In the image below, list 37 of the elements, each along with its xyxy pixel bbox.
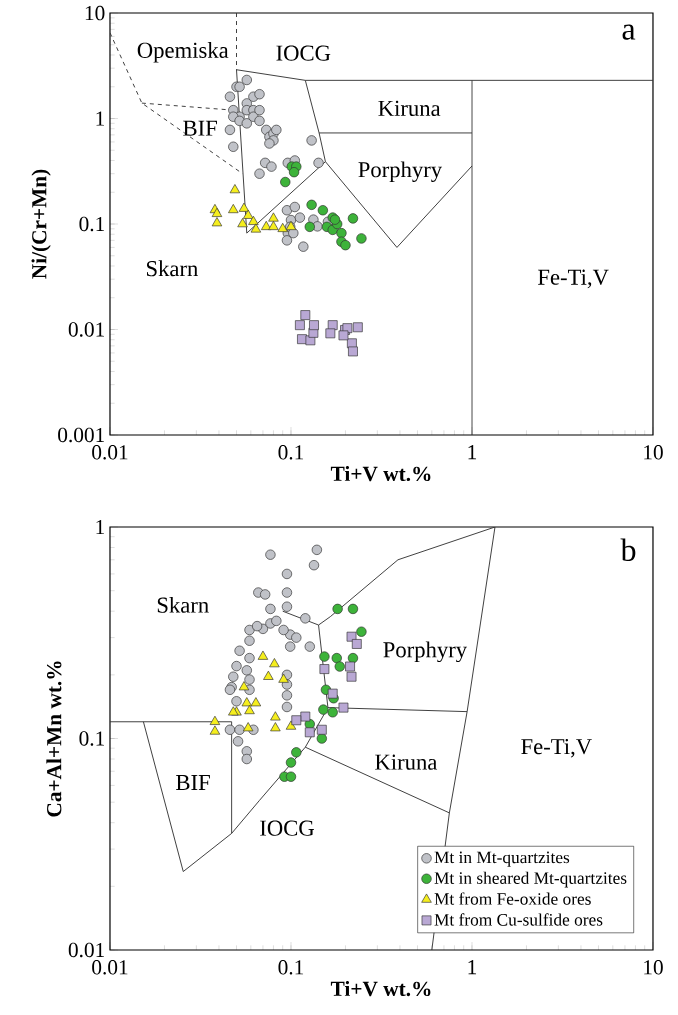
chart-title: a [622, 24, 636, 40]
y-tick-label: 10 [85, 5, 105, 21]
x-tick-label: 1 [468, 960, 477, 975]
annotation: BIF [176, 775, 210, 790]
y-tick-label: 0.1 [79, 731, 104, 746]
x-tick-label: 10 [644, 960, 663, 975]
y-axis-title: Ca+Al+Mn wt.% [46, 661, 62, 817]
legend-label: Mt from Fe-oxide ores [434, 892, 591, 905]
legend-label: Mt in Mt-quartzites [434, 851, 570, 867]
annotation: IOCG [276, 45, 331, 61]
y-tick-label: 0.01 [68, 942, 104, 958]
annotation: Kiruna [375, 754, 438, 770]
y-tick-label: 0.01 [68, 322, 104, 337]
chart-title: b [620, 538, 636, 562]
x-tick-label: 0.1 [278, 960, 304, 975]
legend-label: Mt in sheared Mt-quartzites [434, 871, 627, 888]
x-axis-title: Ti+V wt.% [330, 466, 431, 482]
annotation: Fe-Ti,V [538, 269, 609, 289]
annotation: IOCG [260, 820, 314, 836]
y-axis-title: Ni/(Cr+Mn) [31, 169, 51, 279]
y-tick-label: 0.1 [79, 216, 104, 232]
annotation: BIF [183, 120, 217, 136]
y-tick-label: 1 [96, 519, 104, 535]
annotation: Kiruna [378, 100, 441, 117]
annotation: Porphyry [383, 641, 468, 663]
annotation: Fe-Ti,V [521, 738, 592, 758]
x-tick-label: 10 [644, 445, 663, 460]
y-tick-label: 1 [96, 111, 104, 126]
legend-label: Mt from Cu-sulfide ores [434, 913, 603, 926]
annotation: Skarn [146, 260, 198, 277]
x-tick-label: 0.1 [278, 445, 304, 460]
x-tick-label: 1 [468, 445, 477, 460]
y-tick-label: 0.001 [58, 427, 104, 443]
annotation: Opemiska [137, 41, 229, 63]
annotation: Porphyry [358, 161, 443, 182]
annotation: Skarn [157, 596, 209, 613]
x-axis-title: Ti+V wt.% [330, 981, 431, 997]
